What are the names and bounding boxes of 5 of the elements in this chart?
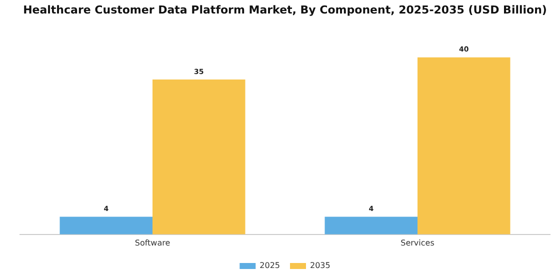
legend-label: 2035 (310, 261, 330, 270)
x-tick-label: Software (134, 238, 170, 248)
legend-label: 2025 (260, 261, 280, 270)
chart-title: Healthcare Customer Data Platform Market, By Component, 2025-2035 (USD Billion) (23, 3, 547, 16)
x-tick-label: Services (400, 238, 434, 248)
